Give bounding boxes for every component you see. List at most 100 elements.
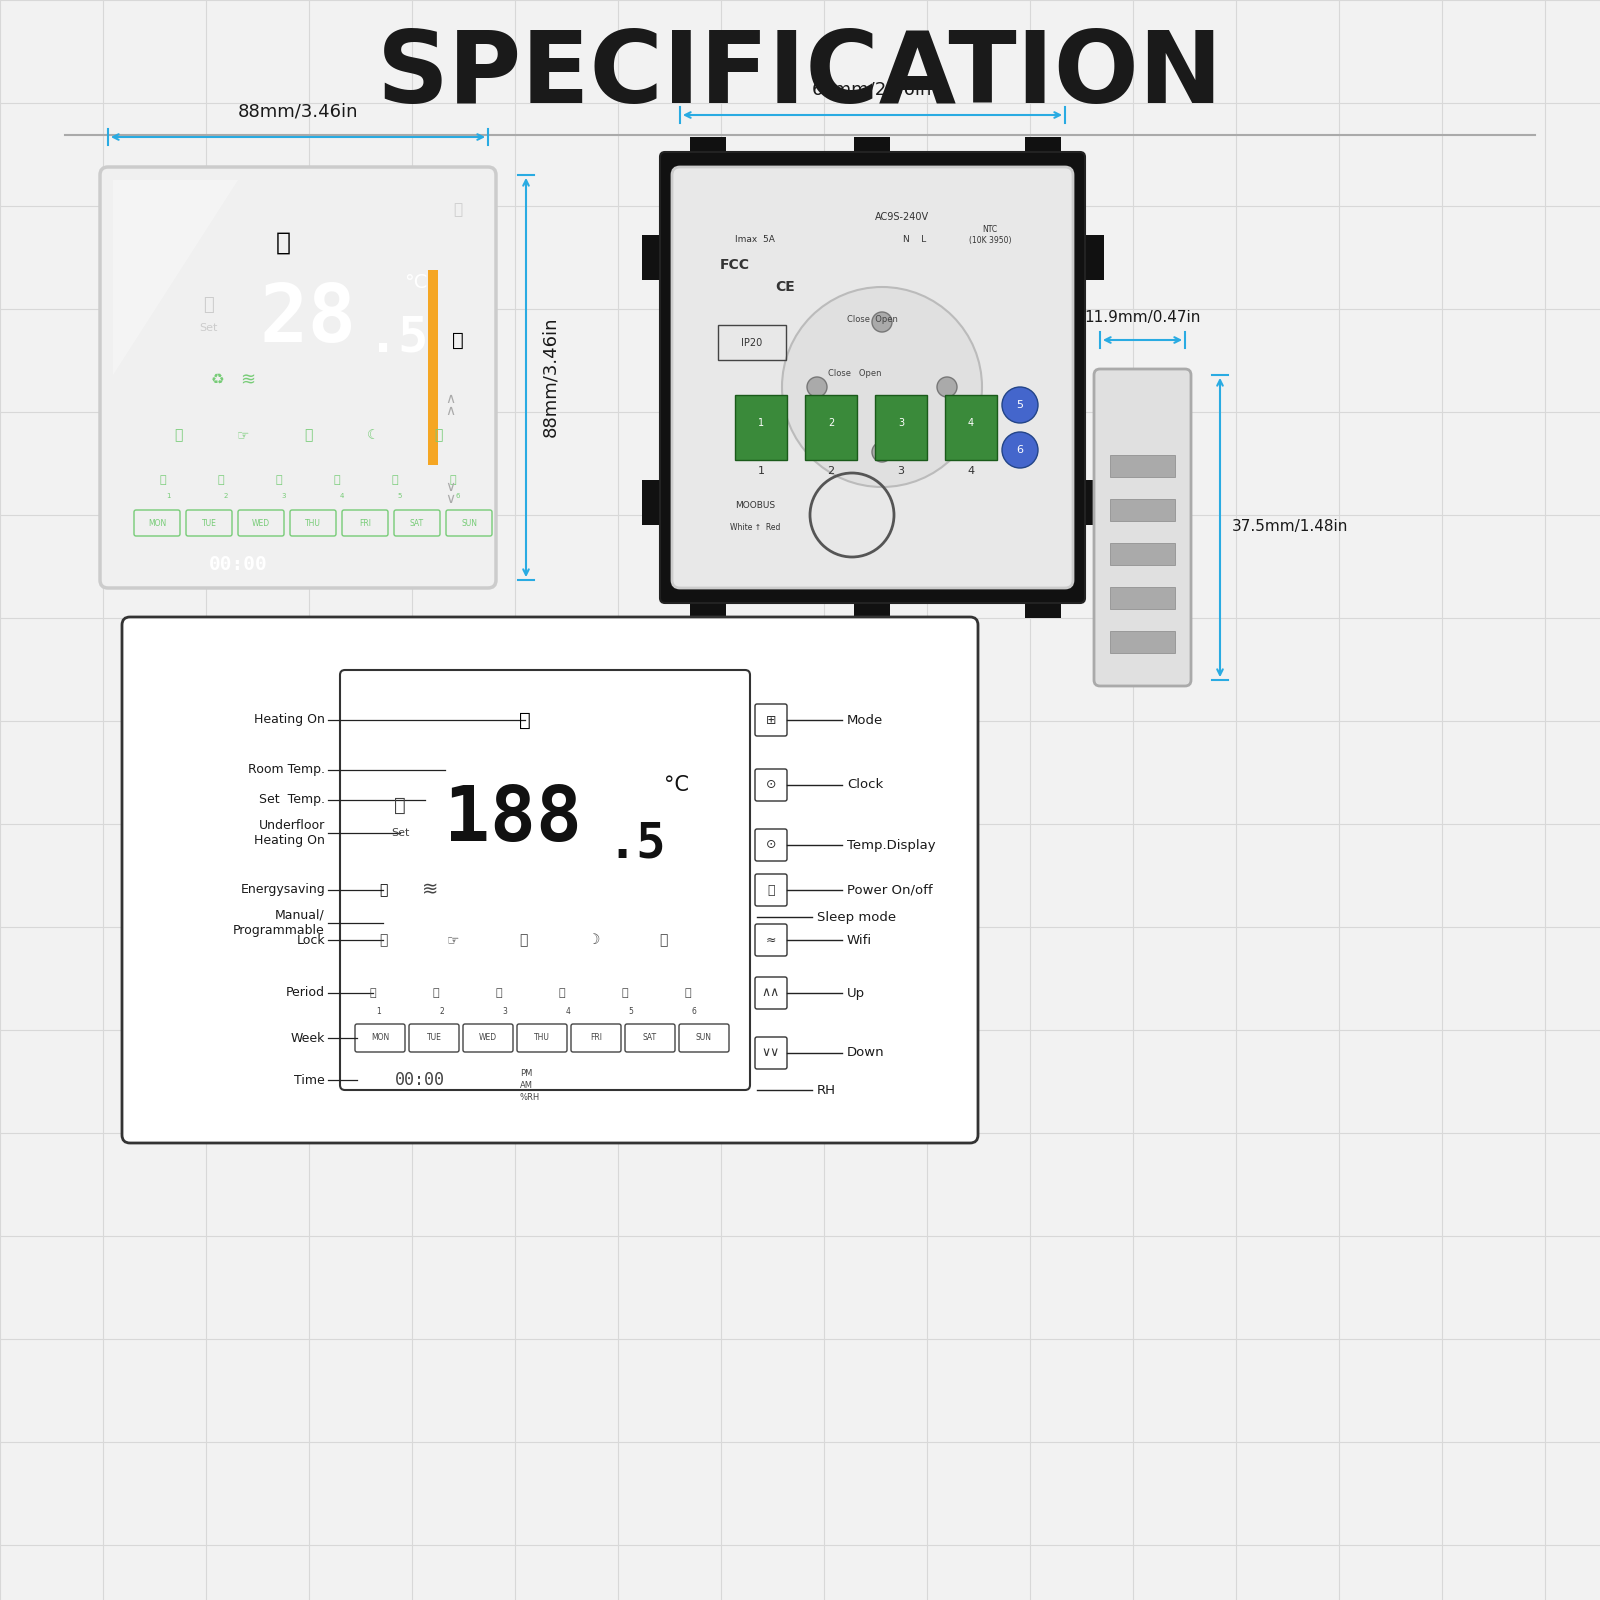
Text: 1: 1 — [376, 1006, 381, 1016]
Text: SUN: SUN — [696, 1034, 712, 1043]
Bar — [1110, 630, 1174, 653]
Text: Up: Up — [846, 987, 866, 1000]
Text: NTC
(10K 3950): NTC (10K 3950) — [968, 226, 1011, 245]
Text: Lock: Lock — [296, 933, 325, 947]
Text: 🏠: 🏠 — [370, 987, 376, 998]
Text: 🍃: 🍃 — [379, 883, 387, 898]
Text: 6: 6 — [691, 1006, 696, 1016]
Text: THU: THU — [306, 518, 322, 528]
Text: 3: 3 — [898, 418, 904, 427]
Text: FRI: FRI — [590, 1034, 602, 1043]
Text: ∧
∧: ∧ ∧ — [445, 392, 454, 418]
Bar — [642, 480, 666, 525]
Text: 5: 5 — [629, 1006, 634, 1016]
Text: Mode: Mode — [846, 714, 883, 726]
Text: Power On/off: Power On/off — [846, 883, 933, 896]
Text: ⊞: ⊞ — [766, 714, 776, 726]
Text: ∧∧: ∧∧ — [762, 987, 781, 1000]
Text: 3: 3 — [898, 466, 904, 477]
Text: SUN: SUN — [461, 518, 477, 528]
Text: 28: 28 — [259, 282, 357, 358]
Circle shape — [782, 286, 982, 486]
Text: MOOBUS: MOOBUS — [734, 501, 774, 509]
Text: 🌿: 🌿 — [453, 331, 464, 349]
Text: ≋: ≋ — [240, 371, 256, 389]
Text: Sleep mode: Sleep mode — [818, 910, 896, 923]
Text: Clock: Clock — [846, 779, 883, 792]
Text: 88mm/3.46in: 88mm/3.46in — [238, 102, 358, 122]
Text: ≋: ≋ — [422, 880, 438, 899]
Text: ⊙: ⊙ — [766, 838, 776, 851]
Text: 🕐: 🕐 — [304, 427, 312, 442]
Text: 6: 6 — [1016, 445, 1024, 454]
Text: FCC: FCC — [720, 258, 750, 272]
Text: Manual/
Programmable: Manual/ Programmable — [234, 909, 325, 938]
Text: Time: Time — [294, 1074, 325, 1086]
Text: Underfloor
Heating On: Underfloor Heating On — [254, 819, 325, 846]
Circle shape — [872, 442, 893, 462]
Text: 4: 4 — [565, 1006, 571, 1016]
Text: N    L: N L — [904, 235, 926, 245]
Text: RH: RH — [818, 1083, 835, 1096]
Text: 2: 2 — [827, 418, 834, 427]
Text: .5: .5 — [608, 819, 666, 867]
FancyBboxPatch shape — [99, 166, 496, 587]
Bar — [946, 395, 997, 461]
Text: 00:00: 00:00 — [395, 1070, 445, 1090]
Text: Imax  5A: Imax 5A — [734, 235, 774, 245]
Text: %RH: %RH — [520, 1093, 541, 1101]
Text: 88mm/3.46in: 88mm/3.46in — [541, 317, 558, 437]
Bar — [429, 270, 438, 466]
Text: 2: 2 — [224, 493, 229, 499]
Text: WED: WED — [251, 518, 270, 528]
Text: 5: 5 — [1016, 400, 1024, 410]
Text: ⊙: ⊙ — [766, 779, 776, 792]
FancyBboxPatch shape — [339, 670, 750, 1090]
Bar — [734, 395, 787, 461]
Bar — [1080, 235, 1104, 280]
Text: 🔥: 🔥 — [518, 710, 531, 730]
Text: Week: Week — [291, 1032, 325, 1045]
Text: 5: 5 — [398, 493, 402, 499]
FancyBboxPatch shape — [661, 152, 1085, 603]
Text: ⏱: ⏱ — [518, 933, 526, 947]
Text: TUE: TUE — [202, 518, 216, 528]
Text: °C: °C — [664, 774, 690, 795]
Bar — [854, 598, 890, 618]
Text: 🏠: 🏠 — [275, 475, 282, 485]
Text: 3: 3 — [502, 1006, 507, 1016]
Text: 📶: 📶 — [659, 933, 667, 947]
Bar — [1110, 454, 1174, 477]
Text: 2: 2 — [827, 466, 835, 477]
Bar — [854, 138, 890, 158]
Bar — [1110, 499, 1174, 522]
Text: Wifi: Wifi — [846, 933, 872, 947]
Text: 🏠: 🏠 — [450, 475, 456, 485]
Bar — [690, 598, 726, 618]
Circle shape — [1002, 387, 1038, 422]
Text: .5: .5 — [368, 314, 429, 362]
Text: 🏠: 🏠 — [558, 987, 565, 998]
Text: Period: Period — [286, 987, 325, 1000]
Text: ⏱: ⏱ — [453, 203, 462, 218]
Text: Heating On: Heating On — [254, 714, 325, 726]
Circle shape — [1002, 432, 1038, 467]
FancyBboxPatch shape — [122, 618, 978, 1142]
Bar — [875, 395, 926, 461]
Text: 📶: 📶 — [434, 427, 442, 442]
Text: 🏠: 🏠 — [432, 987, 440, 998]
Text: 🏠: 🏠 — [334, 475, 341, 485]
Bar — [1026, 138, 1061, 158]
Text: Close  Open: Close Open — [846, 315, 898, 325]
Bar — [1110, 587, 1174, 610]
Bar — [1110, 542, 1174, 565]
Text: Close   Open: Close Open — [829, 368, 882, 378]
Text: CE: CE — [774, 280, 795, 294]
Text: 1: 1 — [757, 466, 765, 477]
Bar — [642, 235, 666, 280]
Text: 37.5mm/1.48in: 37.5mm/1.48in — [1232, 520, 1349, 534]
FancyBboxPatch shape — [672, 166, 1074, 587]
Text: 11.9mm/0.47in: 11.9mm/0.47in — [1083, 310, 1200, 325]
Text: ☞: ☞ — [237, 427, 250, 442]
Text: Set: Set — [390, 829, 410, 838]
